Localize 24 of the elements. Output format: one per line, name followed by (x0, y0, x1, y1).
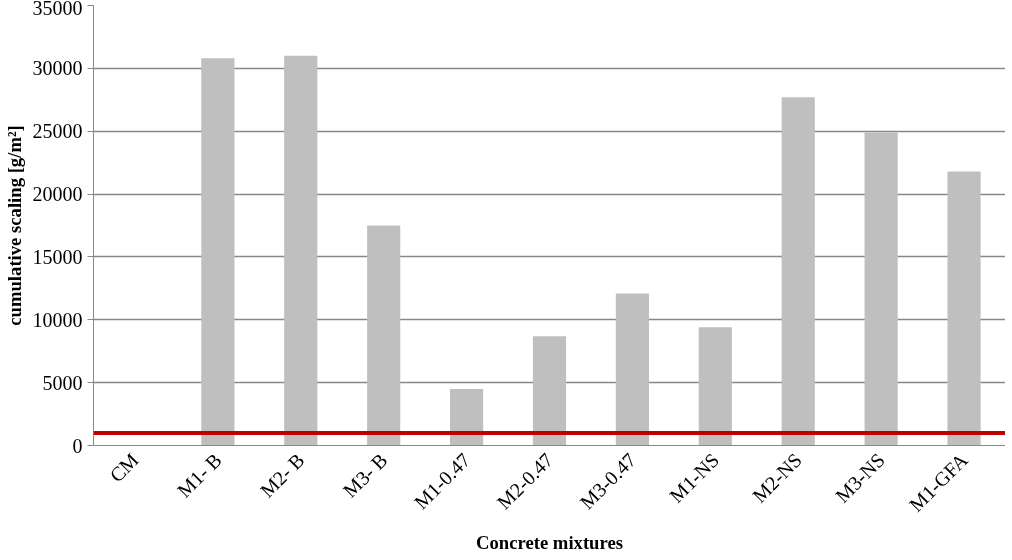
y-tick-label: 10000 (32, 308, 83, 331)
x-tick-label: CM (105, 448, 143, 487)
bar (532, 336, 567, 446)
y-tick-label: 0 (72, 434, 83, 457)
x-tick-label: M2- B (255, 448, 309, 502)
bar (615, 293, 649, 446)
y-tick-label: 30000 (32, 57, 83, 80)
bar (947, 171, 981, 446)
y-tick-label: 15000 (32, 245, 83, 268)
x-tick-label: M1- B (172, 448, 226, 502)
bar (781, 97, 815, 446)
y-tick-label: 20000 (32, 183, 83, 206)
bar (864, 132, 898, 446)
bar (284, 55, 318, 446)
y-tick-label: 35000 (32, 0, 83, 19)
bar (201, 58, 235, 446)
x-axis-title: Concrete mixtures (476, 531, 623, 553)
y-axis-title: cumulative scaling [g/m²] (3, 125, 25, 326)
bar (367, 225, 401, 446)
y-tick-label: 25000 (32, 120, 83, 143)
y-tick-label: 5000 (42, 371, 83, 394)
x-tick-label: M3- B (338, 448, 392, 502)
bar (698, 327, 732, 446)
bar (450, 388, 484, 446)
